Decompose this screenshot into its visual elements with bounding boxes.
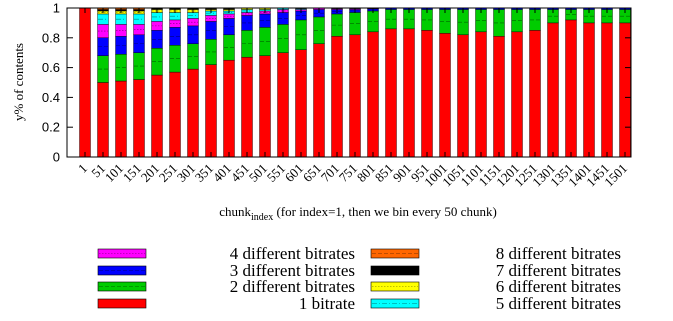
bar-segment-651-series-1 [313,43,325,158]
bar-segment-1301-series-1 [547,22,559,158]
bar-segment-851-series-1 [385,28,397,158]
bar-segment-501-series-1 [259,55,271,158]
legend-swatch [97,281,147,292]
bar-segment-1351-series-1 [565,19,577,158]
x-axis-label-main: chunk [219,204,251,219]
bar-segment-951-series-1 [421,30,433,158]
bar-segment-401-series-1 [223,59,235,158]
legend-swatch [97,298,147,309]
bar-segment-1151-series-1 [493,36,505,158]
legend-swatch [97,265,147,276]
legend-swatch [370,265,420,276]
y-axis-label: y% of contents [11,43,26,121]
bar-segment-201-series-1 [151,74,163,158]
legend-label: 4 different bitrates [230,244,355,263]
bar-segment-901-series-1 [403,28,415,158]
bar-segment-101-series-1 [115,80,127,158]
legend-swatch [370,281,420,292]
legend-label: 7 different bitrates [496,261,621,280]
bar-segment-701-series-1 [331,36,343,158]
bar-segment-1-series-1 [79,7,91,158]
x-axis-label-subscript: index [251,212,273,223]
legend-swatch [97,248,147,259]
y-tick-label: 0.2 [42,120,60,135]
legend-label: 6 different bitrates [496,277,621,296]
bar-segment-601-series-1 [295,49,307,158]
bar-stacks [79,7,631,158]
bar-segment-51-series-1 [97,82,109,158]
legend-label: 1 bitrate [299,294,355,313]
x-axis-label-rest: (for index=1, then we bin every 50 chunk… [273,204,497,219]
x-tick-label: 1 [75,161,90,176]
y-tick-label: 0.8 [42,30,60,45]
bar-segment-1101-series-1 [475,31,487,158]
bar-segment-551-series-1 [277,52,289,158]
bar-segment-301-series-1 [187,68,199,158]
legend-label: 5 different bitrates [496,294,621,313]
bar-segment-1501-series-1 [619,22,631,158]
y-tick-label: 0.4 [42,90,60,105]
y-tick-label: 1 [53,1,60,16]
legend-label: 3 different bitrates [230,261,355,280]
bar-segment-1001-series-1 [439,33,451,158]
legend-label: 8 different bitrates [496,244,621,263]
bar-segment-351-series-1 [205,64,217,158]
bar-segment-1201-series-1 [511,31,523,158]
legend-swatch [370,248,420,259]
bar-segment-151-series-1 [133,79,145,158]
bar-segment-751-series-1 [349,34,361,158]
bar-segment-1451-series-1 [601,22,613,158]
bar-segment-1251-series-1 [529,30,541,158]
x-axis-label: chunkindex (for index=1, then we bin eve… [219,204,497,223]
bar-segment-251-series-1 [169,71,181,158]
bar-segment-1051-series-1 [457,34,469,158]
y-axis-ticks: 0 0.2 0.4 0.6 0.8 1 [42,1,631,165]
y-tick-label: 0 [53,150,60,165]
legend-label: 2 different bitrates [230,277,355,296]
plot-frame [66,7,632,158]
bar-segment-1401-series-1 [583,22,595,158]
y-tick-label: 0.6 [42,60,60,75]
bar-segment-451-series-1 [241,56,253,158]
bar-segment-801-series-1 [367,31,379,158]
